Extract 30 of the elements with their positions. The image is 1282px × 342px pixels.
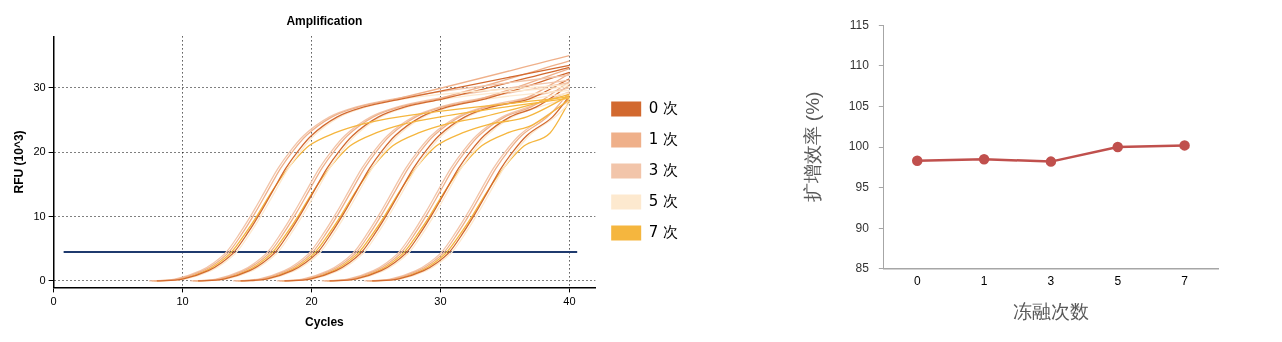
y-tick-label: 95	[855, 179, 870, 194]
y-tick-label: 90	[855, 220, 870, 235]
chart-title: Amplification	[286, 13, 363, 28]
y-tick-label: 30	[33, 80, 46, 93]
x-tick-label: 5	[1114, 274, 1122, 289]
legend-label: 7 次	[648, 222, 678, 241]
x-tick-label: 3	[1047, 274, 1055, 289]
x-tick-label: 7	[1181, 274, 1189, 289]
legend-label: 3 次	[648, 160, 678, 179]
x-tick-label: 30	[434, 295, 447, 308]
legend-label: 0 次	[648, 98, 678, 117]
y-tick-label: 110	[849, 58, 870, 73]
x-tick-label: 0	[913, 274, 921, 289]
x-tick-label: 0	[50, 295, 57, 308]
x-axis-title: 冻融次数	[1012, 300, 1089, 322]
y-tick-label: 85	[855, 261, 870, 276]
y-tick-label: 115	[849, 17, 870, 32]
y-tick-label: 10	[33, 209, 46, 222]
x-tick-label: 10	[176, 295, 189, 308]
x-tick-label: 20	[305, 295, 318, 308]
x-tick-label: 1	[980, 274, 988, 289]
y-axis-title: RFU (10^3)	[11, 130, 26, 194]
legend-label: 1 次	[648, 129, 678, 148]
y-tick-label: 20	[33, 145, 46, 158]
y-tick-label: 100	[848, 139, 870, 154]
y-tick-label: 105	[848, 98, 870, 113]
x-axis-title: Cycles	[305, 315, 345, 330]
legend-label: 5 次	[648, 191, 678, 210]
y-axis-title: 扩增效率 (%)	[801, 91, 823, 203]
x-tick-label: 40	[563, 295, 576, 308]
